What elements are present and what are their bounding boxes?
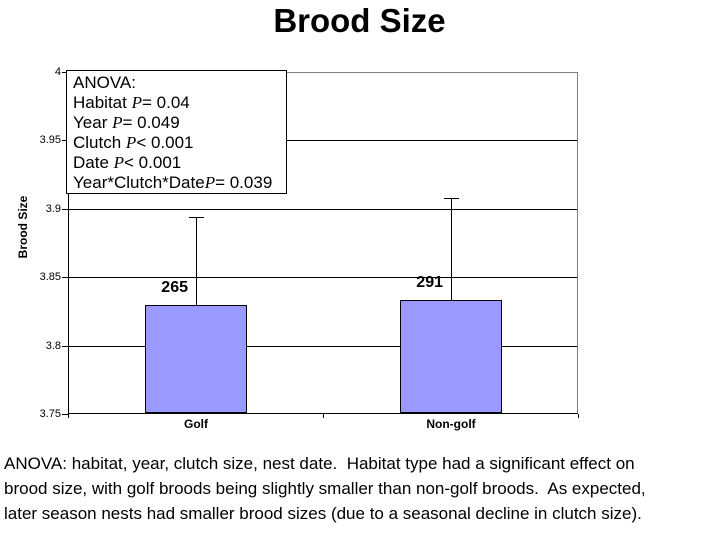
anova-text: Year*Clutch*Date: [73, 173, 205, 192]
caption-line: later season nests had smaller brood siz…: [4, 504, 642, 523]
y-tick-mark: [62, 140, 68, 141]
y-tick-label: 4: [54, 66, 61, 78]
caption: ANOVA: habitat, year, clutch size, nest …: [4, 451, 718, 526]
gridline: [69, 346, 577, 347]
anova-line: Year P= 0.049: [73, 113, 286, 133]
bar-value-label-non-golf: 291: [416, 274, 443, 291]
anova-text: Year: [73, 113, 113, 132]
gridline: [69, 277, 577, 278]
anova-line: ANOVA:: [73, 73, 286, 93]
plot-area: [68, 72, 578, 414]
anova-stats-box: ANOVA: Habitat P= 0.04 Year P= 0.049 Clu…: [66, 70, 287, 194]
y-tick-mark: [62, 72, 68, 73]
error-bar-non-golf: [451, 198, 452, 300]
y-tick-mark: [62, 346, 68, 347]
error-bar-golf: [196, 217, 197, 305]
anova-line: Date P< 0.001: [73, 153, 286, 173]
anova-value: < 0.001: [124, 153, 182, 172]
category-label-golf: Golf: [184, 417, 208, 431]
gridline: [69, 209, 577, 210]
y-tick-label: 3.75: [39, 408, 61, 420]
x-tick-mark: [68, 414, 69, 418]
gridline: [69, 140, 577, 141]
category-label-non-golf: Non-golf: [426, 417, 476, 431]
y-tick-mark: [62, 277, 68, 278]
anova-value: < 0.001: [136, 133, 194, 152]
caption-line: ANOVA: habitat, year, clutch size, nest …: [4, 454, 635, 473]
p-symbol: P: [113, 153, 125, 172]
p-symbol: P: [125, 133, 137, 152]
chart-title: Brood Size: [273, 2, 446, 39]
p-symbol: P: [204, 173, 216, 192]
x-tick-mark: [323, 414, 324, 418]
anova-text: Date: [73, 153, 114, 172]
y-axis-title: Brood Size: [16, 195, 30, 259]
y-tick-label: 3.85: [39, 271, 61, 283]
caption-line: brood size, with golf broods being sligh…: [4, 479, 646, 498]
anova-line: Clutch P< 0.001: [73, 133, 286, 153]
bar-non-golf: [400, 300, 502, 413]
bar-golf: [145, 305, 247, 413]
y-tick-label: 3.95: [39, 134, 61, 146]
x-tick-mark: [578, 414, 579, 418]
p-symbol: P: [131, 93, 142, 112]
anova-line: Habitat P= 0.04: [73, 93, 286, 113]
p-symbol: P: [112, 113, 123, 132]
anova-text: Clutch: [73, 133, 126, 152]
bar-value-label-golf: 265: [161, 279, 188, 296]
y-tick-label: 3.8: [45, 340, 61, 352]
anova-text: Habitat: [73, 93, 132, 112]
y-tick-mark: [62, 414, 68, 415]
error-bar-cap-non-golf: [444, 198, 459, 199]
anova-line: Year*Clutch*DateP= 0.039: [73, 173, 286, 193]
y-tick-mark: [62, 209, 68, 210]
error-bar-cap-golf: [189, 217, 204, 218]
anova-value: = 0.049: [122, 113, 180, 132]
anova-value: = 0.039: [215, 173, 273, 192]
y-tick-label: 3.9: [45, 203, 61, 215]
anova-value: = 0.04: [141, 93, 190, 112]
anova-text: ANOVA:: [73, 73, 136, 92]
